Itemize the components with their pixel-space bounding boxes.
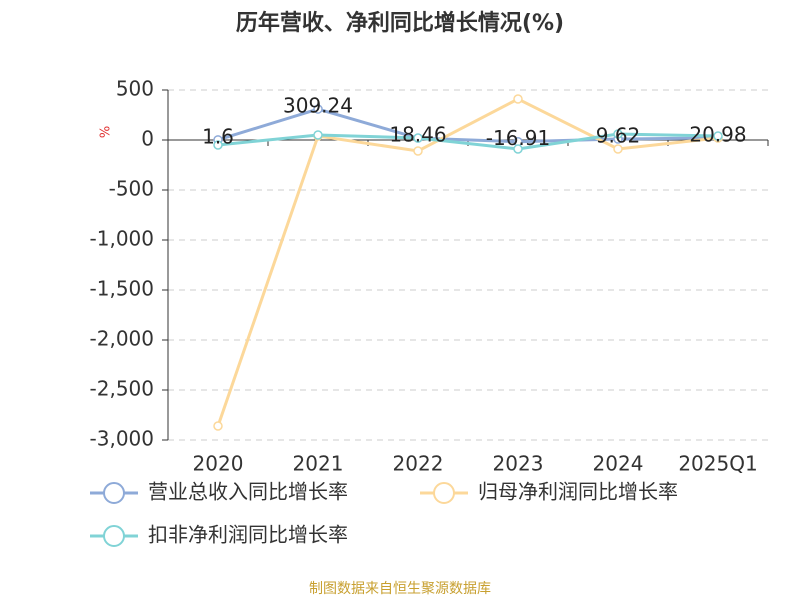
legend-marker [433,482,455,504]
series-line [216,97,719,427]
data-point [313,130,323,140]
data-point [513,94,523,104]
legend-marker [103,482,125,504]
source-note: 制图数据来自恒生聚源数据库 [309,581,491,597]
data-point [313,104,323,114]
legend-label: 扣非净利润同比增长率 [148,523,348,547]
chart-title: 历年营收、净利同比增长情况(%) [236,10,564,36]
x-tick-label: 2025Q1 [678,452,757,476]
series-line [217,107,719,144]
y-tick-label: -1,000 [90,227,154,251]
data-point [613,129,623,139]
y-tick-label: 0 [141,127,154,151]
data-label: 9.62 [596,124,641,148]
x-tick-label: 2022 [393,452,444,476]
data-point [513,144,523,154]
data-label: 18.46 [389,123,446,147]
data-label: 1.6 [202,124,234,148]
data-label: 309.24 [283,94,353,118]
y-tick-label: -2,500 [90,377,154,401]
series-line [217,132,719,151]
data-point [413,133,423,143]
y-tick-label: -1,500 [90,277,154,301]
y-axis-label: % [99,126,114,138]
x-tick-label: 2020 [193,452,244,476]
data-point [713,131,723,141]
data-point [413,146,423,156]
y-tick-label: -2,000 [90,327,154,351]
data-point [213,140,223,150]
data-label: 20.98 [689,122,746,146]
y-tick-label: -3,000 [90,427,154,451]
x-tick-label: 2024 [593,452,644,476]
y-tick-label: 500 [116,77,154,101]
x-tick-label: 2021 [293,452,344,476]
x-tick-label: 2023 [493,452,544,476]
y-tick-label: -500 [109,177,154,201]
legend-marker [103,525,125,547]
legend-label: 归母净利润同比增长率 [478,480,678,504]
data-point [213,421,223,431]
data-label: -16.91 [486,126,550,150]
legend-label: 营业总收入同比增长率 [148,480,348,504]
data-point [613,144,623,154]
